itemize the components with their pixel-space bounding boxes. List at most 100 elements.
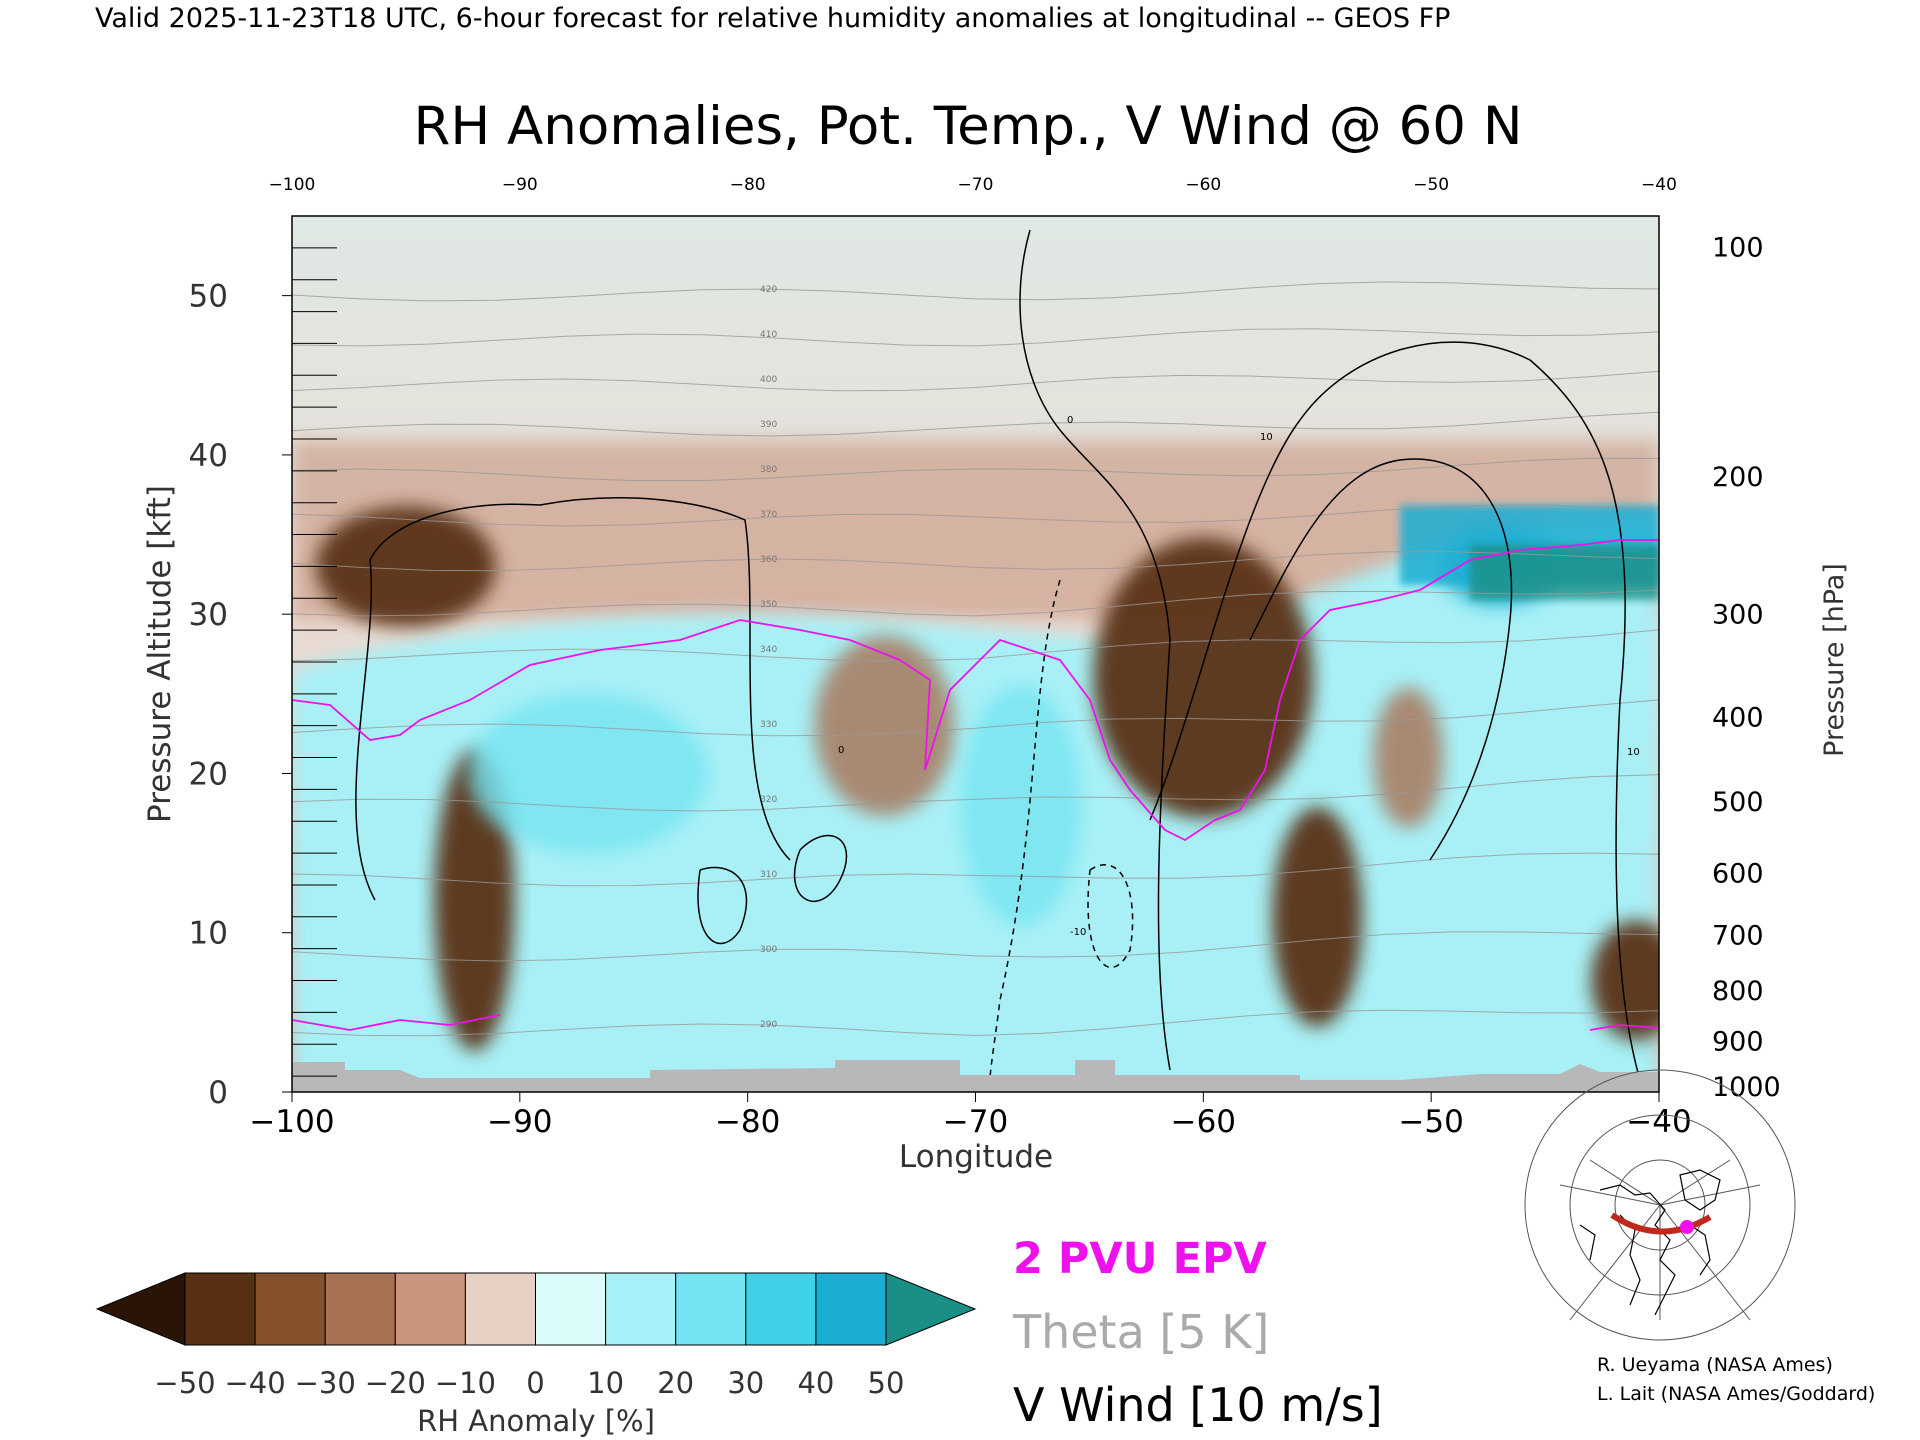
colorbar-segment xyxy=(815,1272,887,1346)
y-axis-left: 0 10 20 30 40 50 xyxy=(189,279,292,1111)
colorbar-tick-label: −20 xyxy=(365,1366,426,1400)
y-axis-right: 100 200 300 400 500 600 700 800 900 1000 xyxy=(1712,233,1781,1104)
x-tick-label: −40 xyxy=(1626,1104,1691,1140)
legend: 2 PVU EPV Theta [5 K] V Wind [10 m/s] xyxy=(1012,1234,1383,1432)
colorbar-segment xyxy=(254,1272,326,1346)
theta-label: 340 xyxy=(760,645,777,655)
colorbar-tick-label: 10 xyxy=(587,1366,624,1400)
theta-label: 380 xyxy=(760,465,777,475)
y-tick-label: 20 xyxy=(189,756,228,792)
theta-label: 400 xyxy=(760,375,777,385)
theta-line xyxy=(292,457,1659,482)
top-axis: −100 −90 −80 −70 −60 −50 −40 xyxy=(269,175,1677,195)
theta-label: 350 xyxy=(760,600,777,610)
x-tick-label: −60 xyxy=(1171,1104,1236,1140)
pressure-tick-label: 500 xyxy=(1712,787,1764,818)
anomaly-region xyxy=(1272,806,1363,1027)
colorbar-segment xyxy=(324,1272,396,1346)
colorbar-label: RH Anomaly [%] xyxy=(417,1404,655,1438)
theta-label: 330 xyxy=(760,720,777,730)
theta-line xyxy=(292,411,1659,437)
theta-line xyxy=(292,1009,1659,1037)
x-axis-label: Longitude xyxy=(899,1139,1053,1175)
x-tick-label: −100 xyxy=(249,1104,334,1140)
anomaly-region xyxy=(961,685,1082,926)
top-tick-label: −90 xyxy=(502,175,538,195)
pressure-tick-label: 400 xyxy=(1712,703,1764,734)
colorbar: −50 −40 −30 −20 −10 0 10 20 30 40 50 xyxy=(95,1272,977,1400)
pv-contour-line xyxy=(1589,1024,1659,1031)
cross-section-line xyxy=(1610,1212,1712,1235)
theta-line xyxy=(292,551,1659,572)
colorbar-tick-label: 0 xyxy=(526,1366,544,1400)
wind-contour-negative xyxy=(1087,864,1134,969)
y-tick-label: 40 xyxy=(189,438,228,474)
theta-line xyxy=(292,370,1659,392)
wind-contour-label: 0 xyxy=(838,745,844,756)
pressure-tick-label: 900 xyxy=(1712,1026,1764,1057)
wind-contour-label: 0 xyxy=(1067,415,1073,426)
terrain xyxy=(292,1060,1659,1092)
pressure-tick-label: 200 xyxy=(1712,462,1764,493)
anomaly-region xyxy=(468,693,709,854)
pv-contour-line xyxy=(292,1014,501,1031)
colorbar-segment xyxy=(394,1272,466,1346)
plot-area: 420 410 400 390 380 370 360 350 340 330 320 310 300 2… xyxy=(292,216,1659,1180)
top-tick-label: −60 xyxy=(1185,175,1221,195)
theta-label: 320 xyxy=(760,795,777,805)
wind-contour xyxy=(793,834,848,902)
x-tick-label: −80 xyxy=(715,1104,780,1140)
wind-contour xyxy=(1149,341,1641,1081)
theta-line xyxy=(292,589,1659,617)
pressure-tick-label: 800 xyxy=(1712,976,1764,1007)
pv-contour-line xyxy=(292,539,1659,842)
theta-label: 310 xyxy=(760,870,777,880)
theta-contours: 420 410 400 390 380 370 360 350 340 330 320 310 300 2… xyxy=(292,281,1659,1180)
top-tick-label: −70 xyxy=(958,175,994,195)
colorbar-tick-label: 20 xyxy=(657,1366,694,1400)
credit-line-1: R. Ueyama (NASA Ames) xyxy=(1597,1354,1833,1376)
wind-contour-label: 10 xyxy=(1627,747,1640,758)
y-tick-label: 30 xyxy=(189,597,228,633)
theta-label: 360 xyxy=(760,555,777,565)
theta-label: 270 xyxy=(760,1170,777,1180)
colorbar-tick-label: 40 xyxy=(797,1366,834,1400)
valid-time-header: Valid 2025-11-23T18 UTC, 6-hour forecast… xyxy=(95,3,1450,34)
theta-label: 410 xyxy=(760,330,777,340)
theta-label: 290 xyxy=(760,1020,777,1030)
theta-line xyxy=(292,281,1659,302)
theta-line xyxy=(292,504,1659,527)
theta-line xyxy=(292,774,1659,812)
chart-title: RH Anomalies, Pot. Temp., V Wind @ 60 N xyxy=(414,96,1523,157)
x-tick-label: −90 xyxy=(487,1104,552,1140)
pressure-tick-label: 1000 xyxy=(1712,1072,1781,1103)
x-tick-label: −50 xyxy=(1398,1104,1463,1140)
colorbar-segment xyxy=(184,1272,256,1346)
theta-line xyxy=(292,629,1659,662)
y-tick-label: 50 xyxy=(189,279,228,315)
theta-line xyxy=(292,699,1659,737)
wind-contour-label: -10 xyxy=(1070,927,1086,938)
theta-label: 300 xyxy=(760,945,777,955)
wind-contour xyxy=(1249,458,1513,861)
wind-contour-label: 10 xyxy=(1260,432,1273,443)
theta-label: 390 xyxy=(760,420,777,430)
anomaly-region xyxy=(1591,920,1659,1041)
anomaly-region xyxy=(814,635,955,816)
anomaly-region xyxy=(434,750,515,1051)
pressure-tick-label: 700 xyxy=(1712,921,1764,952)
x-tick-label: −70 xyxy=(943,1104,1008,1140)
top-tick-label: −100 xyxy=(269,175,316,195)
legend-pv: 2 PVU EPV xyxy=(1013,1234,1267,1284)
colorbar-tick-label: 30 xyxy=(727,1366,764,1400)
wind-contour xyxy=(697,866,748,945)
top-tick-label: −80 xyxy=(730,175,766,195)
theta-line xyxy=(292,931,1659,962)
wind-contour xyxy=(355,497,791,901)
colorbar-tick-label: −40 xyxy=(224,1366,285,1400)
colorbar-segment xyxy=(605,1272,677,1346)
colorbar-high-arrow xyxy=(885,1272,977,1346)
y-axis-label-left: Pressure Altitude [kft] xyxy=(142,485,178,823)
cross-section-point xyxy=(1680,1220,1694,1234)
